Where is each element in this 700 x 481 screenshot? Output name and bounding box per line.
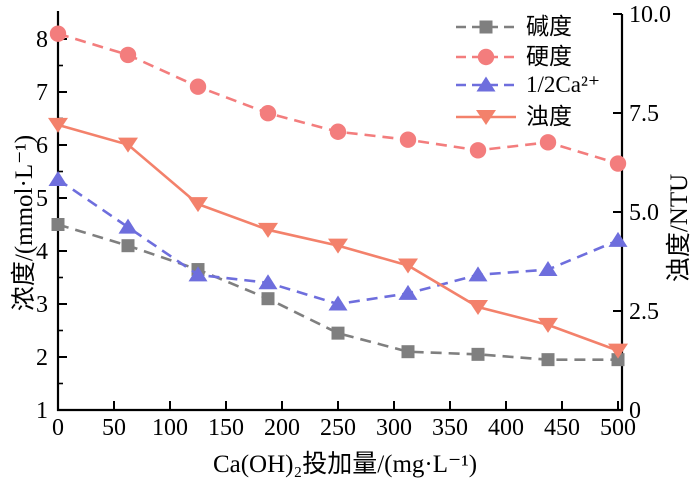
right-tick-label: 0 (629, 398, 641, 424)
right-y-axis-title: 浊度/NTU (666, 173, 693, 283)
x-tick-label: 450 (544, 415, 580, 441)
left-tick-label: 8 (36, 27, 48, 53)
legend-item-alkalinity: 碱度 (454, 12, 572, 42)
triangle-up-icon (454, 70, 518, 100)
right-tick-label: 7.5 (629, 101, 659, 127)
legend-item-half-calcium: 1/2Ca²⁺ (454, 70, 600, 100)
legend-label: 碱度 (526, 14, 572, 39)
right-tick-label: 2.5 (629, 299, 659, 325)
series-line (57, 123, 619, 352)
left-tick-label: 5 (36, 186, 48, 212)
right-tick-label: 10.0 (629, 2, 671, 28)
x-tick-label: 250 (320, 415, 356, 441)
left-tick-label: 6 (36, 133, 48, 159)
x-tick-label: 50 (102, 415, 126, 441)
left-tick-label: 3 (36, 292, 48, 318)
x-tick-label: 150 (208, 415, 244, 441)
legend-item-hardness: 硬度 (454, 42, 572, 72)
left-tick-label: 4 (36, 239, 48, 265)
x-tick-label: 100 (152, 415, 188, 441)
series-line (57, 223, 618, 361)
legend-label: 1/2Ca²⁺ (526, 72, 600, 97)
x-tick-label: 0 (52, 415, 64, 441)
left-tick-label: 7 (36, 80, 48, 106)
square-icon (454, 12, 518, 42)
left-y-axis-title: 浓度/(mmol·L⁻¹) (11, 134, 38, 312)
right-tick-label: 5.0 (629, 200, 659, 226)
series-half-calcium (48, 170, 628, 311)
x-axis-title: Ca(OH)₂投加量/(mg·L⁻¹) (212, 451, 478, 478)
circle-icon (454, 42, 518, 72)
series-hardness (49, 25, 627, 172)
legend-item-turbidity: 浊度 (454, 102, 572, 132)
x-tick-label: 200 (264, 415, 300, 441)
series-turbidity (48, 117, 628, 359)
left-tick-label: 2 (36, 345, 48, 371)
left-tick-label: 1 (36, 398, 48, 424)
legend-label: 硬度 (526, 44, 572, 69)
x-tick-label: 300 (376, 415, 412, 441)
x-tick-label: 400 (488, 415, 524, 441)
x-tick-label: 350 (432, 415, 468, 441)
legend-label: 浊度 (526, 104, 572, 129)
x-tick-label: 500 (600, 415, 636, 441)
triangle-down-icon (454, 102, 518, 132)
legend: 碱度硬度 1/2Ca²⁺ 浊度 (454, 0, 694, 150)
